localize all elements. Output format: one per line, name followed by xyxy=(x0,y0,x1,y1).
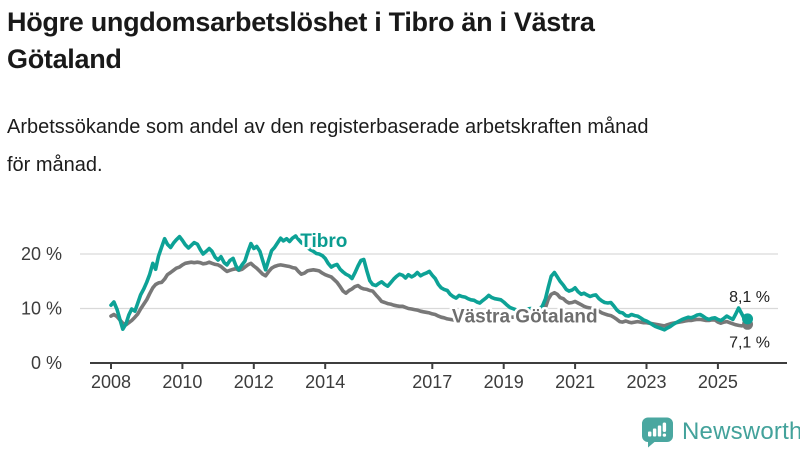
series-line-vastra-gotaland xyxy=(109,260,750,328)
x-tick-label-2014: 2014 xyxy=(305,372,345,392)
page-subtitle-line-1: Arbetssökande som andel av den registerb… xyxy=(7,116,649,138)
y-tick-label-20: 20 % xyxy=(21,244,62,264)
page-subtitle: Arbetssökande som andel av den registerb… xyxy=(0,108,800,184)
line-chart: 2008 2010 2012 2014 2017 2019 2021 2023 2025 20 %… xyxy=(0,209,800,409)
x-tick-label-2023: 2023 xyxy=(626,372,666,392)
bar-2 xyxy=(652,428,657,436)
newsworthy-logo-icon xyxy=(642,417,673,447)
page-subtitle-line-2: för månad. xyxy=(7,154,103,176)
bar-1 xyxy=(648,431,652,436)
page-title-line-1: Högre ungdomsarbetslöshet i Tibro än i V… xyxy=(7,7,595,37)
bar-3 xyxy=(657,425,662,436)
page-title: Högre ungdomsarbetslöshet i Tibro än i V… xyxy=(0,4,800,78)
line-chart-canvas: 2008 2010 2012 2014 2017 2019 2021 2023 2025 20 %… xyxy=(21,228,787,392)
exclamation-bar xyxy=(662,422,667,432)
end-value-label-vastra-gotaland: 7,1 % xyxy=(729,334,770,351)
x-tick-label-2008: 2008 xyxy=(91,372,131,392)
page-title-line-2: Götaland xyxy=(7,44,122,74)
x-tick-label-2021: 2021 xyxy=(555,372,595,392)
series-label-tibro: Tibro xyxy=(300,231,347,252)
brand-name: Newsworthy xyxy=(682,418,800,445)
series-label-vastra-gotaland: Västra Götaland xyxy=(452,307,598,328)
x-tick-label-2012: 2012 xyxy=(234,372,274,392)
speech-bubble-shape xyxy=(642,417,673,447)
brand-link[interactable]: Newsworthy xyxy=(641,414,800,450)
x-tick-label-2017: 2017 xyxy=(412,372,452,392)
series-line-tibro xyxy=(109,234,750,332)
series-end-dot-tibro xyxy=(742,313,754,325)
x-tick-label-2025: 2025 xyxy=(698,372,738,392)
x-tick-label-2010: 2010 xyxy=(162,372,202,392)
x-tick-label-2019: 2019 xyxy=(484,372,524,392)
y-tick-label-10: 10 % xyxy=(21,299,62,319)
y-tick-label-0: 0 % xyxy=(31,353,62,373)
exclamation-dot xyxy=(662,433,667,437)
end-value-label-tibro: 8,1 % xyxy=(729,289,770,306)
